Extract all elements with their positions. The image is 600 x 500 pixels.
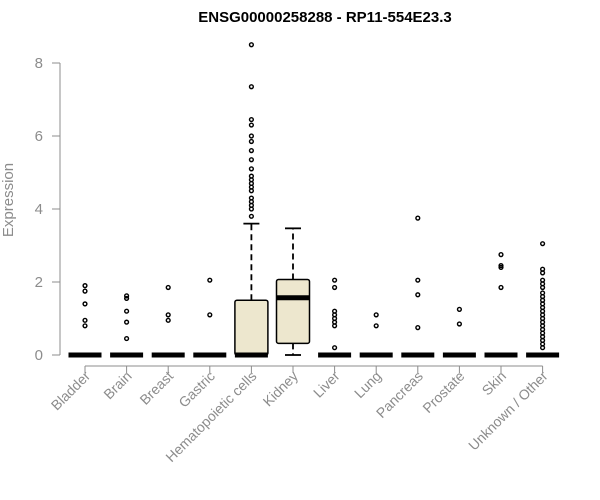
box-group-1 — [110, 293, 144, 358]
outlier-10-2 — [498, 264, 504, 270]
outlier-0-0 — [82, 283, 88, 289]
x-tick-label-0: Bladder — [48, 368, 94, 414]
outlier-2-0 — [165, 284, 171, 291]
y-tick-label-3: 6 — [35, 128, 43, 145]
outlier-1-0 — [123, 293, 130, 299]
outlier-8-2 — [415, 292, 421, 298]
outlier-1-1 — [123, 295, 130, 302]
box-4 — [234, 299, 269, 356]
outlier-11-0 — [539, 241, 546, 247]
x-tick-label-7: Lung — [351, 368, 384, 401]
box-group-6 — [318, 277, 352, 358]
outlier-4-8 — [248, 166, 254, 172]
box-group-9 — [442, 306, 476, 358]
box-group-11 — [526, 241, 560, 358]
outlier-7-1 — [373, 323, 379, 329]
box-group-10 — [484, 252, 518, 358]
x-tick-label-6: Liver — [310, 368, 343, 401]
x-tick-label-2: Breast — [136, 368, 176, 408]
outlier-1-4 — [123, 335, 130, 342]
y-axis-label: Expression — [0, 163, 17, 237]
outlier-4-4 — [248, 133, 254, 139]
outlier-0-1 — [82, 288, 88, 294]
outlier-0-3 — [82, 317, 88, 323]
outlier-4-1 — [248, 84, 254, 90]
outlier-10-0 — [498, 252, 504, 258]
outlier-8-1 — [415, 277, 421, 283]
outlier-6-7 — [332, 345, 338, 351]
box-5 — [275, 278, 311, 345]
box-group-4 — [234, 42, 269, 358]
box-group-5 — [275, 227, 311, 356]
outlier-8-3 — [415, 325, 421, 331]
outlier-6-0 — [332, 277, 338, 283]
boxes-layer — [68, 42, 560, 358]
outlier-9-0 — [456, 306, 462, 312]
outlier-4-6 — [248, 148, 254, 154]
outlier-3-0 — [207, 277, 213, 283]
y-tick-label-0: 0 — [35, 347, 43, 364]
x-tick-label-9: Prostate — [419, 368, 467, 416]
outlier-4-2 — [248, 116, 254, 123]
outlier-10-1 — [498, 262, 504, 269]
outlier-10-3 — [498, 284, 504, 291]
x-tick-label-10: Skin — [479, 368, 510, 399]
box-group-7 — [359, 312, 393, 358]
y-tick-label-2: 4 — [35, 201, 43, 218]
outlier-1-2 — [123, 308, 130, 314]
outlier-8-0 — [415, 215, 421, 221]
outlier-4-17 — [248, 206, 254, 212]
x-tick-label-11: Unknown / Other — [465, 368, 551, 454]
outlier-0-2 — [82, 301, 88, 307]
box-group-2 — [151, 284, 185, 358]
outlier-4-13 — [248, 188, 254, 194]
box-group-0 — [68, 283, 102, 358]
outlier-4-5 — [248, 138, 254, 145]
outlier-3-1 — [207, 312, 213, 318]
outlier-1-3 — [123, 319, 130, 325]
box-group-8 — [401, 215, 435, 358]
y-axis: 0 2 4 6 8 — [35, 55, 61, 364]
outlier-2-2 — [165, 317, 171, 323]
outlier-4-18 — [248, 213, 254, 219]
outlier-4-0 — [248, 42, 254, 48]
outlier-4-7 — [248, 157, 254, 163]
y-tick-label-1: 2 — [35, 274, 43, 291]
y-tick-label-4: 8 — [35, 55, 43, 72]
box-group-3 — [193, 277, 227, 358]
x-tick-label-1: Brain — [100, 368, 134, 402]
outlier-11-21 — [539, 345, 546, 351]
outlier-11-5 — [539, 284, 546, 291]
outlier-7-0 — [373, 312, 379, 318]
outlier-11-2 — [539, 270, 546, 276]
outlier-0-4 — [82, 323, 88, 329]
outlier-6-6 — [332, 323, 338, 329]
outlier-2-1 — [165, 312, 171, 318]
outlier-9-1 — [456, 321, 462, 327]
x-tick-label-5: Kidney — [260, 368, 302, 410]
outlier-6-1 — [332, 284, 338, 291]
chart-title: ENSG00000258288 - RP11-554E23.3 — [198, 9, 452, 26]
outlier-4-3 — [248, 122, 254, 128]
